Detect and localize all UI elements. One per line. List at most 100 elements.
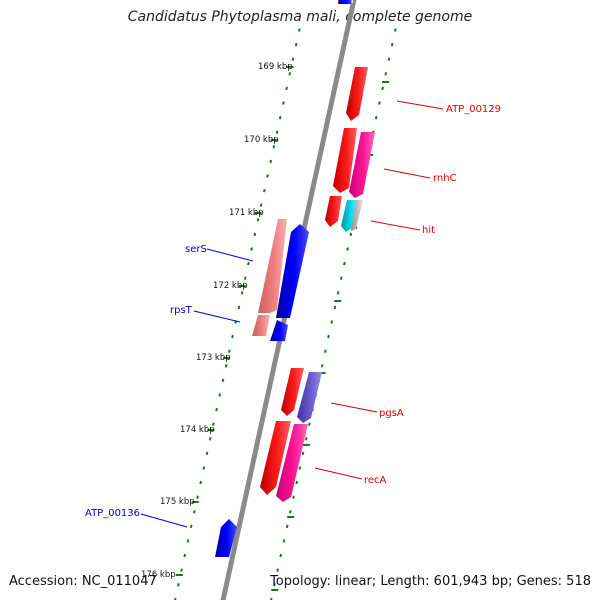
cds-sers-salmon[interactable] — [258, 219, 287, 313]
cds-hit-grey[interactable] — [351, 200, 363, 231]
scale-tick — [384, 72, 388, 76]
cds-pgsa-red[interactable] — [281, 368, 304, 416]
leader-reca — [314, 467, 363, 480]
scale-tick — [336, 291, 340, 295]
leader-rnhc — [383, 168, 431, 179]
scale-tick — [285, 524, 289, 529]
scale-tick — [394, 28, 397, 32]
cds-rpst-blue[interactable] — [270, 320, 288, 341]
scale-tick — [243, 276, 247, 280]
cds-pgsa-purple[interactable] — [297, 372, 322, 423]
cds-rnhc-right[interactable] — [349, 132, 375, 198]
scale-tick — [266, 174, 269, 178]
cds-hit-cyan[interactable] — [341, 200, 358, 232]
scale-tick — [295, 480, 298, 485]
scale-tick — [259, 203, 263, 207]
scale-tick — [390, 42, 394, 47]
scale-tick — [224, 364, 228, 368]
scale-tick — [285, 86, 288, 91]
gene-label-atp-00129[interactable]: ATP_00129 — [446, 104, 501, 115]
cds-reca-pink[interactable] — [276, 424, 308, 502]
scale-tick — [343, 261, 346, 266]
gene-label-rnhc[interactable]: rnhC — [433, 173, 457, 184]
scale-tick — [202, 466, 206, 470]
scale-tick — [378, 101, 381, 105]
scale-tick — [327, 334, 330, 339]
scale-tick — [304, 437, 308, 441]
gene-label-sers[interactable]: serS — [185, 244, 207, 255]
scale-tick — [374, 115, 378, 120]
scale-tick — [269, 159, 272, 164]
leader-hit — [370, 220, 421, 231]
scale-tick — [276, 568, 279, 572]
scale-label-175: 175 kbp — [160, 497, 195, 507]
scale-tick — [291, 57, 295, 61]
scale-tick — [279, 553, 283, 558]
scale-tick — [215, 407, 218, 412]
scale-tick — [298, 466, 302, 470]
leader-rpst — [193, 310, 241, 323]
scale-tick — [240, 291, 244, 295]
scale-label-170: 170 kbp — [244, 135, 279, 145]
gene-label-hit[interactable]: hit — [422, 225, 435, 236]
scale-tick — [212, 422, 215, 426]
cds-rpst-salmon[interactable] — [252, 315, 270, 336]
scale-tick — [263, 188, 266, 193]
scale-label-176: 176 kbp — [141, 570, 176, 580]
scale-tick — [298, 28, 301, 32]
leader-pgsa — [330, 402, 378, 413]
scale-tick — [282, 101, 285, 105]
scale-tick — [381, 86, 384, 91]
scale-tick — [253, 232, 257, 237]
scale-tick — [250, 247, 253, 251]
scale-tick — [288, 72, 292, 76]
scale-tick — [346, 247, 349, 251]
scale-tick — [270, 597, 273, 600]
scale-tick — [349, 232, 353, 237]
leader-atp-00129 — [396, 100, 444, 110]
genome-summary-text: Topology: linear; Length: 601,943 bp; Ge… — [270, 574, 591, 589]
cds-reca-red[interactable] — [260, 421, 291, 495]
scale-tick — [174, 597, 177, 600]
scale-label-174: 174 kbp — [180, 425, 215, 435]
scale-tick — [218, 393, 222, 397]
scale-tick — [231, 334, 234, 339]
cds-sers-blue[interactable] — [276, 224, 309, 318]
scale-label-172: 172 kbp — [213, 281, 248, 291]
scale-tick — [189, 524, 193, 529]
scale-tick — [180, 568, 183, 572]
scale-tick — [177, 583, 180, 587]
cds-rnhc-left[interactable] — [333, 128, 357, 193]
scale-tick — [330, 320, 333, 324]
scale-tick — [294, 42, 298, 47]
map-title: Candidatus Phytoplasma mali, complete ge… — [127, 9, 473, 25]
scale-tick — [333, 305, 337, 310]
scale-tick — [221, 378, 225, 383]
scale-tick — [256, 218, 260, 222]
scale-tick — [308, 422, 311, 426]
cds-atp-00136[interactable] — [215, 519, 237, 557]
scale-tick — [387, 57, 391, 61]
scale-tick — [193, 510, 196, 514]
cds-atp-00129[interactable] — [346, 67, 368, 121]
gene-label-pgsa[interactable]: pgsA — [379, 408, 404, 419]
scale-tick — [275, 130, 279, 134]
cds-top-partial-reverse[interactable] — [338, 0, 352, 4]
scale-tick — [205, 451, 209, 456]
cds-small-red[interactable] — [325, 196, 342, 227]
scale-tick — [237, 305, 241, 310]
scale-tick — [292, 495, 295, 499]
scale-tick — [273, 583, 276, 587]
scale-tick — [247, 261, 250, 266]
scale-tick — [183, 553, 187, 558]
leader-sers — [206, 248, 254, 262]
scale-tick — [324, 349, 327, 353]
scale-tick — [196, 495, 199, 499]
scale-label-169: 169 kbp — [258, 62, 293, 72]
scale-tick — [199, 480, 202, 485]
gene-label-rpst[interactable]: rpsT — [170, 305, 193, 316]
gene-label-reca[interactable]: recA — [364, 475, 387, 486]
accession-text: Accession: NC_011047 — [9, 574, 157, 589]
gene-label-atp-00136[interactable]: ATP_00136 — [85, 508, 140, 519]
scale-tick — [320, 364, 324, 368]
